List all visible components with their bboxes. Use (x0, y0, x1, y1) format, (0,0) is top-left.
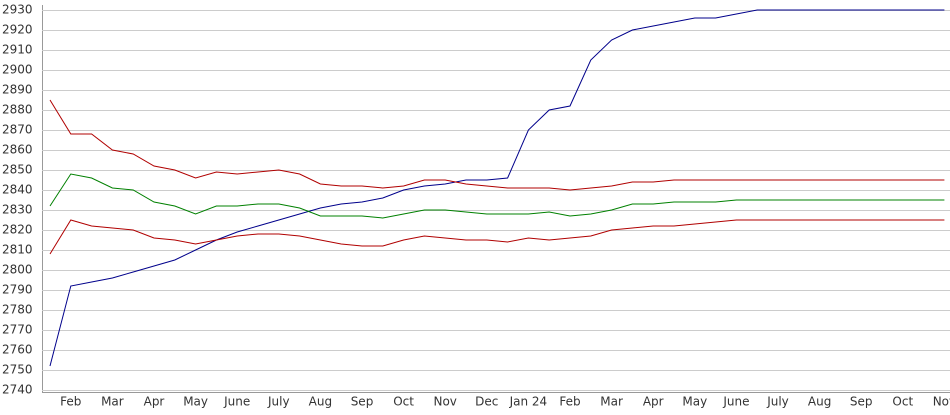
x-tick-label: Feb (559, 395, 580, 409)
y-tick-label: 2910 (2, 43, 33, 57)
y-tick-label: 2840 (2, 183, 33, 197)
y-tick-label: 2810 (2, 243, 33, 257)
x-tick-label: Feb (60, 395, 81, 409)
x-tick-label: Jan 24 (509, 395, 548, 409)
y-tick-label: 2770 (2, 323, 33, 337)
y-tick-label: 2850 (2, 163, 33, 177)
y-tick-label: 2860 (2, 143, 33, 157)
x-tick-label: Dec (475, 395, 498, 409)
y-tick-label: 2890 (2, 83, 33, 97)
x-tick-label: June (223, 395, 250, 409)
x-tick-label: Sep (850, 395, 873, 409)
x-tick-label: Nov (433, 395, 456, 409)
x-tick-label: Mar (101, 395, 124, 409)
x-tick-label: Apr (144, 395, 165, 409)
series-line (49, 173, 945, 219)
y-tick-label: 2900 (2, 63, 33, 77)
y-tick-label: 2820 (2, 223, 33, 237)
series-line (49, 219, 945, 255)
x-tick-label: Aug (808, 395, 831, 409)
y-tick-label: 2750 (2, 363, 33, 377)
series-line (49, 99, 945, 191)
x-tick-label: Apr (643, 395, 664, 409)
y-tick-label: 2880 (2, 103, 33, 117)
y-tick-label: 2920 (2, 23, 33, 37)
x-tick-label: Aug (309, 395, 332, 409)
x-tick-label: May (183, 395, 208, 409)
y-tick-label: 2740 (2, 383, 33, 397)
x-tick-label: May (682, 395, 707, 409)
x-tick-label: Oct (892, 395, 913, 409)
x-tick-label: June (722, 395, 749, 409)
x-tick-label: Sep (351, 395, 374, 409)
x-tick-label: July (267, 395, 290, 409)
y-tick-label: 2790 (2, 283, 33, 297)
x-tick-label: Mar (600, 395, 623, 409)
y-tick-label: 2930 (2, 3, 33, 17)
series-line (49, 9, 945, 367)
y-tick-label: 2830 (2, 203, 33, 217)
y-tick-label: 2800 (2, 263, 33, 277)
x-tick-label: July (766, 395, 789, 409)
x-tick-label: Oct (393, 395, 414, 409)
x-tick-label: Nov (933, 395, 950, 409)
y-tick-label: 2780 (2, 303, 33, 317)
y-tick-label: 2760 (2, 343, 33, 357)
y-tick-label: 2870 (2, 123, 33, 137)
